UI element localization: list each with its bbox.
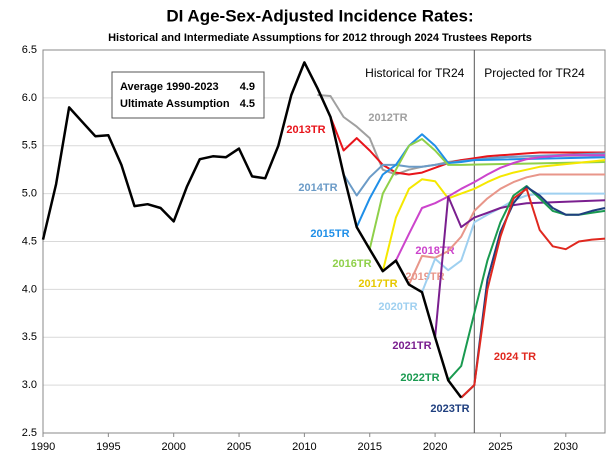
series-line bbox=[329, 116, 605, 176]
series-line bbox=[408, 173, 605, 286]
series-label: 2013TR bbox=[286, 124, 325, 136]
info-value: 4.9 bbox=[240, 81, 255, 93]
y-tick-label: 4.5 bbox=[22, 235, 37, 247]
y-tick-label: 5.5 bbox=[22, 140, 37, 152]
series-label: 2024 TR bbox=[494, 351, 536, 363]
chart-subtitle: Historical and Intermediate Assumptions … bbox=[108, 32, 532, 44]
series-label: 2016TR bbox=[332, 258, 371, 270]
x-tick-label: 1995 bbox=[96, 441, 120, 453]
series-label: 2015TR bbox=[310, 228, 349, 240]
series-label: 2019TR bbox=[405, 271, 444, 283]
series-line bbox=[381, 159, 606, 272]
region-label: Historical for TR24 bbox=[365, 66, 464, 80]
x-tick-label: 2010 bbox=[292, 441, 316, 453]
info-box bbox=[111, 71, 265, 119]
series-line bbox=[460, 185, 606, 399]
y-tick-label: 3.0 bbox=[22, 379, 37, 391]
series-line bbox=[41, 61, 463, 399]
series-label: 2014TR bbox=[298, 182, 337, 194]
chart-title: DI Age-Sex-Adjusted Incidence Rates: bbox=[166, 6, 473, 25]
series-label: 2022TR bbox=[400, 372, 439, 384]
series-line bbox=[434, 195, 606, 338]
series-line bbox=[368, 138, 606, 250]
series-label: 2023TR bbox=[430, 403, 469, 415]
series-line bbox=[395, 154, 605, 262]
x-tick-label: 2020 bbox=[423, 441, 447, 453]
series-label: 2020TR bbox=[378, 301, 417, 313]
region-label: Projected for TR24 bbox=[484, 66, 585, 80]
info-label: Ultimate Assumption bbox=[120, 98, 230, 110]
x-tick-label: 2000 bbox=[161, 441, 185, 453]
y-tick-label: 6.0 bbox=[22, 92, 37, 104]
plot-border bbox=[42, 49, 606, 434]
series-label: 2012TR bbox=[368, 112, 407, 124]
info-value: 4.5 bbox=[240, 98, 255, 110]
x-tick-label: 2025 bbox=[488, 441, 512, 453]
y-tick-label: 2.5 bbox=[22, 427, 37, 439]
x-tick-label: 2015 bbox=[358, 441, 382, 453]
series-line bbox=[355, 133, 606, 228]
series-line bbox=[460, 187, 606, 399]
info-label: Average 1990-2023 bbox=[120, 81, 219, 93]
x-tick-label: 2030 bbox=[554, 441, 578, 453]
series-line bbox=[421, 192, 605, 293]
x-tick-label: 2005 bbox=[227, 441, 251, 453]
series-label: 2021TR bbox=[392, 340, 431, 352]
series-label: 2017TR bbox=[358, 278, 397, 290]
y-tick-label: 3.5 bbox=[22, 331, 37, 343]
y-tick-label: 5.0 bbox=[22, 188, 37, 200]
y-tick-label: 6.5 bbox=[22, 44, 37, 56]
x-tick-label: 1990 bbox=[31, 441, 55, 453]
y-tick-label: 4.0 bbox=[22, 283, 37, 295]
